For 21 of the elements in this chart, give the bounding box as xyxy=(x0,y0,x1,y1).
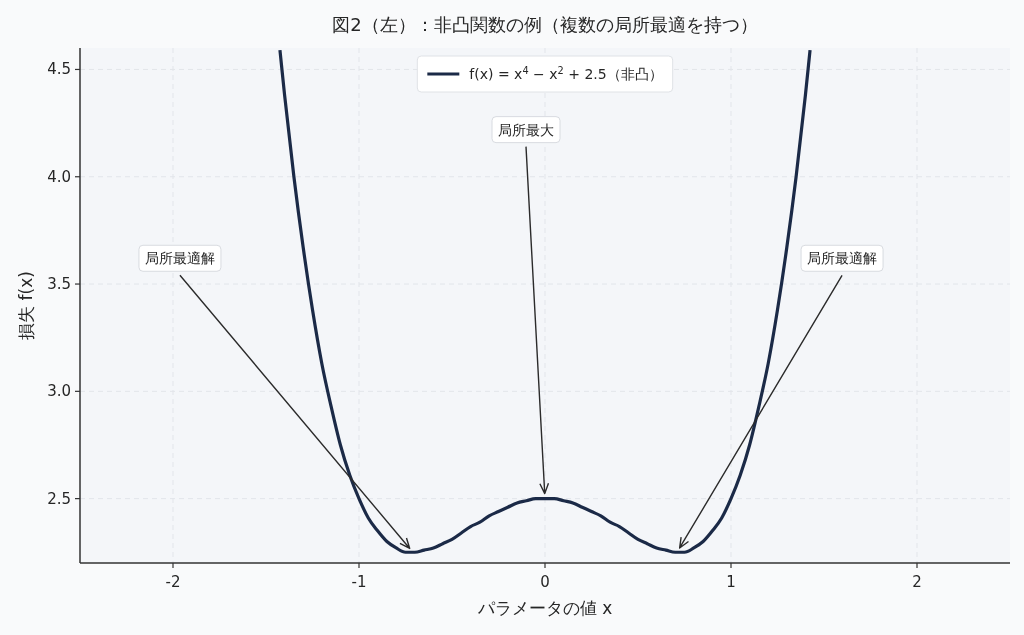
x-tick-label: -2 xyxy=(165,573,181,591)
chart-title: 図2（左）：非凸関数の例（複数の局所最適を持つ） xyxy=(332,14,758,35)
y-axis-title: 損失 f(x) xyxy=(16,271,36,340)
y-tick-label: 4.5 xyxy=(47,60,71,79)
y-tick-label: 2.5 xyxy=(47,489,71,508)
annotation: 局所最大 xyxy=(491,116,561,144)
x-tick-label: -1 xyxy=(351,573,367,591)
y-tick-label: 3.0 xyxy=(47,382,71,401)
legend-label: f(x) = x$^{4}$ − x$^{2}$ + 2.5（非凸） xyxy=(469,64,663,82)
x-axis-title: パラメータの値 x xyxy=(476,598,613,618)
y-tick-label: 3.5 xyxy=(47,275,71,294)
x-tick-label: 2 xyxy=(912,573,922,591)
x-tick-label: 1 xyxy=(726,573,736,591)
annotation: 局所最適解 xyxy=(800,244,884,272)
y-tick-label: 4.0 xyxy=(47,167,71,186)
annotation: 局所最大 xyxy=(498,121,554,138)
annotation: 局所最適解 xyxy=(807,250,878,267)
annotation: 局所最適解 xyxy=(144,250,215,267)
x-tick-label: 0 xyxy=(540,573,550,591)
legend: f(x) = x$^{4}$ − x$^{2}$ + 2.5（非凸） xyxy=(416,55,674,93)
annotation: 局所最適解 xyxy=(138,244,222,272)
